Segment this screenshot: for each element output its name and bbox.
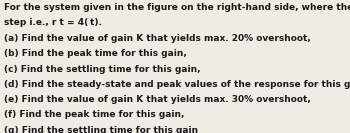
Text: step i.e., r t = 4( t).: step i.e., r t = 4( t). [4, 18, 102, 27]
Text: (c) Find the settling time for this gain,: (c) Find the settling time for this gain… [4, 65, 201, 74]
Text: (b) Find the peak time for this gain,: (b) Find the peak time for this gain, [4, 49, 187, 58]
Text: (g) Find the settling time for this gain: (g) Find the settling time for this gain [4, 126, 198, 133]
Text: (f) Find the peak time for this gain,: (f) Find the peak time for this gain, [4, 110, 184, 119]
Text: (e) Find the value of gain K that yields max. 30% overshoot,: (e) Find the value of gain K that yields… [4, 95, 311, 104]
Text: (d) Find the steady-state and peak values of the response for this gain.: (d) Find the steady-state and peak value… [4, 80, 350, 89]
Text: (a) Find the value of gain K that yields max. 20% overshoot,: (a) Find the value of gain K that yields… [4, 34, 311, 43]
Text: For the system given in the figure on the right-hand side, where the input is fo: For the system given in the figure on th… [4, 3, 350, 12]
